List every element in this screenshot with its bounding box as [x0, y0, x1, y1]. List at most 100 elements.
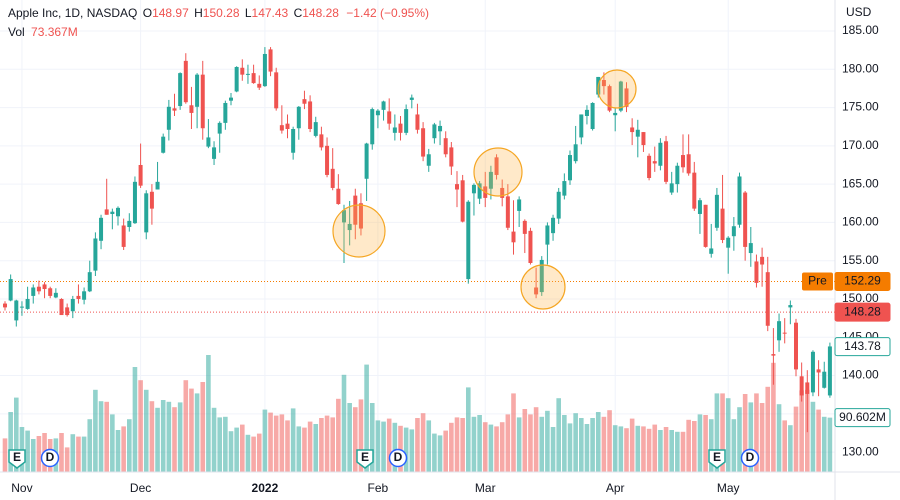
event-label: D	[46, 450, 55, 464]
candle-body	[229, 97, 233, 101]
volume-bar	[206, 355, 211, 472]
x-tick-label: Mar	[475, 481, 496, 495]
volume-bar	[319, 418, 324, 472]
candle-body	[274, 72, 279, 109]
candle-body	[19, 306, 24, 308]
candle-body	[539, 259, 544, 293]
highlights	[332, 69, 637, 310]
candle-body	[743, 192, 748, 247]
candle-body	[562, 181, 567, 196]
candle-body	[375, 110, 380, 116]
volume-label: 90.602M	[839, 410, 886, 424]
volume-bar	[262, 409, 268, 472]
candle-body	[358, 203, 363, 229]
volume-bar	[245, 434, 251, 472]
x-tick-label: Nov	[11, 481, 32, 495]
volume-bar	[748, 402, 754, 472]
volume-bar	[166, 401, 172, 472]
volume-bar	[25, 430, 30, 472]
candle-body	[392, 127, 397, 133]
candle-body	[138, 164, 143, 186]
vol-key: Vol	[8, 25, 25, 39]
volume-bar	[697, 414, 703, 472]
volume-bar	[663, 427, 669, 472]
candle-body	[714, 194, 719, 228]
volume-bar	[821, 416, 827, 472]
candle-body	[212, 147, 217, 159]
x-tick-label: Apr	[606, 481, 625, 495]
volume-bar	[2, 438, 8, 472]
candle-body	[771, 354, 776, 356]
price-label-box	[834, 302, 891, 322]
candle-body	[573, 144, 578, 162]
earnings-icon	[356, 449, 374, 469]
volume-bar	[499, 422, 505, 472]
candle-body	[319, 134, 324, 148]
candle-body	[590, 102, 595, 130]
candle-body	[82, 291, 87, 300]
volume-bar	[336, 398, 341, 472]
volume-bar	[731, 419, 737, 472]
candle-body	[658, 142, 663, 166]
volume-bar	[765, 386, 771, 472]
candle-body	[816, 369, 821, 373]
candle-body	[810, 351, 815, 393]
volume-header: Vol 73.367M	[8, 25, 78, 39]
volume-bar	[471, 416, 477, 472]
candle-body	[675, 165, 680, 185]
volume-bar	[211, 407, 217, 472]
candle-body	[488, 171, 493, 189]
volume-bar	[149, 401, 155, 472]
candle-body	[556, 191, 561, 219]
candle-body	[426, 154, 431, 166]
volume-bar	[223, 416, 228, 472]
candle-body	[477, 183, 482, 199]
volume-bar	[290, 408, 296, 472]
y-tick-label: 130.00	[842, 444, 879, 458]
volume-bar	[426, 420, 432, 472]
candle-body	[268, 49, 273, 72]
volume-bar	[160, 400, 166, 472]
candle-body	[788, 305, 793, 308]
candle-body	[748, 243, 753, 254]
volume-bar	[454, 417, 460, 472]
volume-bar	[59, 433, 64, 472]
candle-body	[505, 196, 510, 228]
volume-bar	[194, 393, 200, 472]
volume-bar	[759, 403, 765, 472]
volume-bar	[810, 401, 816, 472]
candle-body	[765, 272, 770, 326]
volume-bar	[302, 427, 307, 472]
candle-body	[206, 137, 211, 147]
candle-body	[234, 66, 239, 92]
volume-bar	[782, 420, 787, 472]
candle-body	[579, 114, 584, 138]
volume-bar	[115, 430, 121, 472]
volume-bar	[511, 393, 516, 472]
volume-bar	[449, 422, 454, 472]
candle-body	[291, 129, 296, 153]
candle-body	[584, 109, 589, 116]
candle-body	[404, 109, 409, 133]
volume-bar	[635, 425, 641, 472]
candle-body	[25, 298, 30, 309]
volume-bar	[522, 409, 528, 472]
volume-bar	[177, 402, 183, 472]
volume-bar	[420, 413, 426, 472]
x-tick-label: May	[717, 481, 740, 495]
volume-bar	[658, 430, 663, 472]
candle-body	[737, 176, 742, 225]
volume-bar	[799, 390, 804, 472]
candle-body	[116, 207, 120, 217]
volume-bar	[573, 413, 578, 472]
volume-bar	[601, 416, 607, 472]
candle-body	[500, 187, 505, 198]
candle-body	[681, 155, 685, 168]
candle-body	[8, 279, 13, 301]
candle-body	[686, 154, 691, 174]
candle-body	[782, 332, 787, 334]
candle-body	[257, 83, 262, 88]
candle-body	[99, 217, 104, 241]
candle-body	[613, 112, 618, 116]
earnings-icon	[708, 449, 726, 469]
